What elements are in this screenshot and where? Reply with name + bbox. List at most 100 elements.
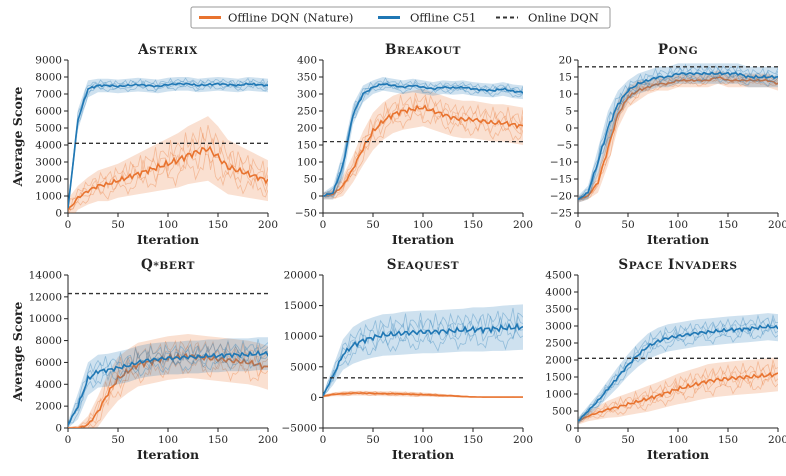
series-line-dqn-seaquest [323, 392, 523, 398]
y-tick-label: 7000 [35, 89, 62, 101]
y-tick-label: 350 [297, 72, 317, 84]
y-tick-label: 6000 [35, 106, 62, 118]
x-axis-label-space-invaders: Iteration [647, 447, 709, 462]
x-tick-label: 0 [575, 219, 582, 231]
run-trace-c51-asterix [68, 81, 268, 207]
y-tick-label: 200 [297, 123, 317, 135]
y-tick-label: 0 [310, 392, 317, 404]
y-tick-label: 15000 [284, 300, 317, 312]
x-tick-label: 100 [158, 219, 178, 231]
y-tick-label: 4500 [545, 270, 572, 282]
x-axis-label-breakout: Iteration [392, 232, 454, 247]
series-line-dqn-breakout [323, 104, 523, 197]
y-tick-label: 2000 [545, 355, 572, 367]
legend-label-online: Online DQN [528, 11, 599, 25]
run-trace-dqn-breakout [323, 109, 523, 199]
x-tick-label: 0 [320, 434, 327, 446]
x-axis-label-pong: Iteration [647, 232, 709, 247]
run-trace-c51-breakout [323, 85, 523, 198]
x-tick-label: 200 [258, 434, 278, 446]
y-tick-label: 400 [297, 55, 317, 67]
run-trace-c51-pong [578, 74, 778, 201]
panel-asterix: 0 1000 2000 3000 4000 5000 6000 7000 8000 9000 0 50… [10, 42, 278, 247]
y-tick-label: −25 [550, 208, 572, 220]
x-tick-label: 0 [65, 219, 72, 231]
x-axis-label-seaquest: Iteration [392, 447, 454, 462]
y-tick-label: 0 [565, 123, 572, 135]
y-tick-label: 9000 [35, 55, 62, 67]
x-tick-label: 200 [768, 434, 786, 446]
run-trace-c51-asterix [68, 80, 268, 208]
x-tick-label: 150 [718, 219, 738, 231]
x-tick-label: 150 [208, 434, 228, 446]
band-dqn-pong [578, 70, 778, 203]
band-c51-q-bert [68, 337, 268, 428]
y-tick-label: 2500 [545, 338, 572, 350]
y-tick-label: 2000 [35, 401, 62, 413]
run-trace-c51-breakout [323, 83, 523, 198]
panel-title-q-bert: Q*BERT [141, 257, 195, 273]
band-c51-pong [578, 63, 778, 203]
y-tick-label: 100 [297, 157, 317, 169]
plot-area-space-invaders [578, 313, 778, 425]
y-tick-label: 5000 [290, 361, 317, 373]
y-tick-label: 5 [565, 106, 572, 118]
run-trace-dqn-space-invaders [578, 376, 778, 425]
y-tick-label: 4000 [35, 140, 62, 152]
y-tick-label: 150 [297, 140, 317, 152]
series-line-c51-space-invaders [578, 323, 778, 422]
y-tick-label: 20 [559, 55, 572, 67]
series-line-c51-seaquest [323, 322, 523, 396]
run-trace-dqn-q-bert [68, 338, 268, 428]
y-tick-label: 300 [297, 89, 317, 101]
y-tick-label: 3000 [35, 157, 62, 169]
x-tick-label: 100 [668, 434, 688, 446]
run-trace-dqn-asterix [68, 132, 268, 211]
band-dqn-breakout [323, 88, 523, 200]
panel-title-seaquest: SEAQUEST [387, 257, 459, 273]
x-tick-label: 50 [366, 219, 379, 231]
run-trace-dqn-breakout [323, 92, 523, 195]
y-tick-label: 4000 [545, 287, 572, 299]
run-trace-c51-q-bert [68, 354, 268, 427]
panel-title-breakout: BREAKOUT [385, 42, 461, 58]
y-tick-label: 6000 [35, 357, 62, 369]
series-line-dqn-pong [578, 76, 778, 201]
y-tick-label: 3500 [545, 304, 572, 316]
legend-label-c51: Offline C51 [410, 11, 476, 25]
y-tick-label: 250 [297, 106, 317, 118]
run-trace-dqn-breakout [323, 105, 523, 198]
x-tick-label: 200 [513, 219, 533, 231]
x-tick-label: 0 [320, 219, 327, 231]
x-tick-label: 50 [111, 434, 124, 446]
x-tick-label: 150 [463, 219, 483, 231]
band-c51-seaquest [323, 304, 523, 398]
x-tick-label: 0 [65, 434, 72, 446]
run-trace-c51-q-bert [68, 344, 268, 424]
run-trace-c51-asterix [68, 77, 268, 207]
x-tick-label: 100 [158, 434, 178, 446]
series-line-dqn-q-bert [68, 352, 268, 428]
x-tick-label: 200 [258, 219, 278, 231]
y-tick-label: 0 [55, 208, 62, 220]
y-tick-label: 50 [304, 174, 317, 186]
y-tick-label: −50 [295, 208, 317, 220]
series-line-dqn-asterix [68, 145, 268, 211]
y-tick-label: −5000 [281, 423, 317, 435]
x-axis-label-asterix: Iteration [137, 232, 199, 247]
x-tick-label: 200 [768, 219, 786, 231]
y-tick-label: 12000 [29, 291, 62, 303]
x-tick-label: 50 [111, 219, 124, 231]
run-trace-c51-seaquest [323, 307, 523, 395]
run-trace-c51-pong [578, 66, 778, 200]
y-tick-label: 2000 [35, 174, 62, 186]
y-tick-label: 8000 [35, 335, 62, 347]
legend-frame [190, 6, 611, 29]
y-tick-label: −20 [550, 191, 572, 203]
x-tick-label: 50 [621, 434, 634, 446]
y-tick-label: 0 [310, 191, 317, 203]
run-trace-dqn-asterix [68, 125, 268, 207]
